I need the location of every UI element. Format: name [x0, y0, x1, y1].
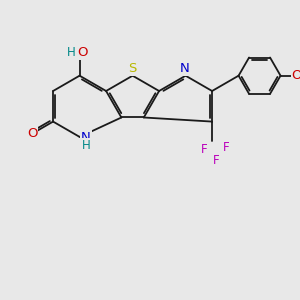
- Text: F: F: [201, 143, 207, 156]
- Text: N: N: [81, 131, 91, 144]
- Text: O: O: [27, 127, 38, 140]
- Text: O: O: [291, 69, 300, 82]
- Text: O: O: [77, 46, 88, 59]
- Text: H: H: [82, 139, 90, 152]
- Text: F: F: [223, 141, 230, 154]
- Text: F: F: [213, 154, 220, 167]
- Text: N: N: [179, 62, 189, 75]
- Text: H: H: [67, 46, 75, 59]
- Text: S: S: [128, 62, 137, 75]
